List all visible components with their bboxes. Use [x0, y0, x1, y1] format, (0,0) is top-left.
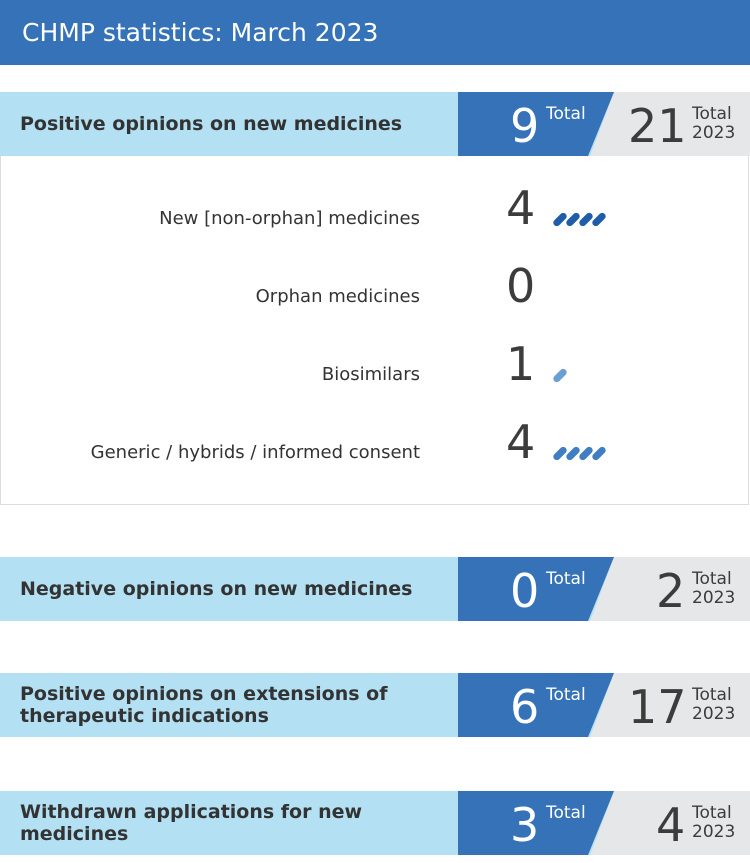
row-label: Generic / hybrids / informed consent	[90, 442, 420, 463]
pill-icons	[553, 368, 567, 383]
year-total-box	[612, 791, 750, 855]
pill-icon	[553, 446, 567, 461]
row-count: 0	[506, 259, 536, 313]
row-label: New [non-orphan] medicines	[159, 208, 420, 229]
pill-icon	[592, 446, 606, 461]
month-count: 3	[510, 798, 540, 852]
pill-icon	[592, 212, 606, 227]
pill-icons	[553, 446, 606, 461]
month-total-box	[458, 673, 614, 737]
pill-icon	[553, 212, 567, 227]
breakdown-row: Generic / hybrids / informed consent 4	[0, 414, 750, 474]
year-total-box	[612, 557, 750, 621]
section-label: Negative opinions on new medicines	[20, 578, 413, 600]
total-label: Total	[546, 569, 586, 589]
year-total-label: Total 2023	[692, 685, 736, 724]
section-label: Positive opinions on new medicines	[20, 113, 403, 135]
pill-icon	[553, 368, 567, 383]
total-label: Total	[546, 685, 586, 705]
pill-icon	[579, 446, 593, 461]
section-label: Positive opinions on extensions of thera…	[20, 683, 388, 727]
pill-icon	[566, 446, 580, 461]
breakdown-row: New [non-orphan] medicines 4	[0, 180, 750, 240]
row-count: 4	[506, 415, 536, 469]
breakdown-row: Biosimilars 1	[0, 336, 750, 396]
total-label: Total	[546, 803, 586, 823]
pill-icons	[553, 212, 606, 227]
year-total-label: Total 2023	[692, 803, 736, 842]
year-total-label: Total 2023	[692, 569, 736, 608]
month-total-box	[458, 791, 614, 855]
year-count: 2	[656, 564, 686, 618]
row-label: Orphan medicines	[255, 286, 420, 307]
pill-icon	[566, 212, 580, 227]
year-total-label: Total 2023	[692, 104, 736, 143]
section-1: Negative opinions on new medicines 0 Tot…	[0, 557, 750, 621]
year-count: 4	[656, 798, 686, 852]
total-label: Total	[546, 104, 586, 124]
breakdown-row: Orphan medicines 0	[0, 258, 750, 318]
month-count: 6	[510, 680, 540, 734]
section-2: Positive opinions on extensions of thera…	[0, 673, 750, 737]
pill-icon	[579, 212, 593, 227]
section-0: Positive opinions on new medicines 9 Tot…	[0, 92, 750, 156]
row-label: Biosimilars	[321, 364, 420, 385]
page-title: CHMP statistics: March 2023	[0, 0, 750, 65]
row-count: 4	[506, 181, 536, 235]
section-3: Withdrawn applications for new medicines…	[0, 791, 750, 855]
year-total-box	[612, 92, 750, 156]
month-count: 0	[510, 564, 540, 618]
year-count: 17	[628, 680, 687, 734]
section-label: Withdrawn applications for new medicines	[20, 801, 363, 845]
month-total-box	[458, 92, 614, 156]
row-count: 1	[506, 337, 536, 391]
year-total-box	[612, 673, 750, 737]
month-count: 9	[510, 99, 540, 153]
breakdown-panel	[0, 156, 749, 505]
year-count: 21	[628, 99, 687, 153]
month-total-box	[458, 557, 614, 621]
pill-icons	[550, 286, 620, 310]
